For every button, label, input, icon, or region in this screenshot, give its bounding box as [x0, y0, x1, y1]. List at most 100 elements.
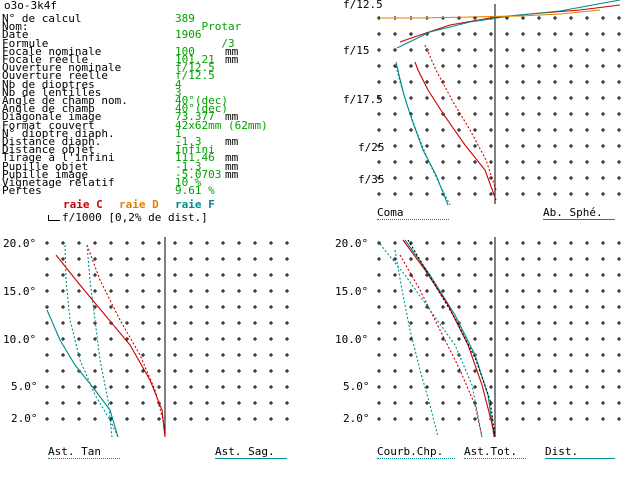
tr-grid-tick — [441, 64, 445, 68]
bl-grid-tick — [93, 417, 97, 421]
bl-grid-tick — [93, 353, 97, 357]
param-label: Diagonale image — [2, 110, 102, 124]
bl-grid-tick — [285, 353, 289, 357]
tr-grid-tick — [409, 32, 413, 36]
tr-grid-tick — [473, 96, 477, 100]
bl-grid-tick — [269, 305, 273, 309]
tr-grid-tick — [569, 176, 573, 180]
br-grid-tick — [505, 289, 509, 293]
param-label: Focale nominale — [2, 44, 102, 58]
bl-grid-tick — [237, 385, 241, 389]
tr-grid-tick — [601, 48, 605, 52]
tr-grid-tick — [409, 64, 413, 68]
br-grid-tick — [585, 417, 589, 421]
tr-grid-tick — [537, 64, 541, 68]
br-grid-tick — [553, 273, 557, 277]
tr-grid-tick — [601, 112, 605, 116]
br-grid-tick — [377, 273, 381, 277]
br-grid-tick — [489, 321, 493, 325]
bl-grid-tick — [237, 417, 241, 421]
tr-grid-tick — [521, 64, 525, 68]
tr-grid-tick — [441, 176, 445, 180]
tr-grid-tick — [537, 48, 541, 52]
bl-grid-tick — [141, 417, 145, 421]
bl-grid-tick — [189, 273, 193, 277]
br-grid-tick — [489, 385, 493, 389]
tr-grid-tick — [553, 96, 557, 100]
tr-grid-tick — [617, 80, 621, 84]
bl-grid-tick — [93, 289, 97, 293]
param-label: Focale réelle — [2, 53, 89, 66]
bl-grid-tick — [157, 241, 161, 245]
tr-grid-tick — [425, 80, 429, 84]
br-grid-tick — [553, 417, 557, 421]
br-ylabel-2: 10.0° — [335, 333, 369, 346]
param-row: Ouverture réelle f/12.5 — [2, 69, 252, 83]
bl-grid-tick — [45, 257, 49, 261]
param-label: Pupille image — [2, 167, 89, 181]
bl-grid-tick — [285, 305, 289, 309]
param-value: -5.0703 — [175, 167, 222, 181]
br-grid-tick — [553, 401, 557, 405]
bl-grid-tick — [173, 273, 177, 277]
br-grid-tick — [617, 337, 621, 341]
tr-grid-tick — [393, 48, 397, 52]
br-grid-tick — [409, 305, 413, 309]
tr-grid-tick — [393, 192, 397, 196]
br-grid-tick — [377, 417, 381, 421]
bl-grid-tick — [221, 337, 225, 341]
param-row: Focale nominale 100 mm — [2, 44, 252, 58]
tr-grid-tick — [473, 112, 477, 116]
tr-grid-tick — [521, 16, 525, 20]
bl-grid-tick — [45, 369, 49, 373]
br-grid-tick — [537, 337, 541, 341]
tr-top-c — [399, 4, 621, 43]
br-grid-tick — [617, 385, 621, 389]
br-grid-tick — [409, 321, 413, 325]
bl-ast-f-dashed — [64, 244, 119, 438]
br-grid-tick — [537, 353, 541, 357]
bl-grid-tick — [173, 321, 177, 325]
tr-grid-tick — [393, 176, 397, 180]
br-grid-tick — [377, 353, 381, 357]
bl-grid-tick — [237, 337, 241, 341]
br-grid-tick — [553, 241, 557, 245]
param-label: Ouverture réelle — [2, 69, 108, 83]
bl-grid-tick — [157, 417, 161, 421]
br-grid-tick — [457, 305, 461, 309]
br-grid-tick — [505, 337, 509, 341]
bl-grid-tick — [205, 289, 209, 293]
bl-grid-tick — [125, 257, 129, 261]
param-row: Pupille image -5.0703 mm — [2, 167, 252, 181]
bl-grid-tick — [285, 385, 289, 389]
tr-grid-tick — [505, 192, 509, 196]
param-value: 101.21 — [175, 53, 215, 66]
bl-grid-tick — [269, 337, 273, 341]
br-grid-tick — [617, 417, 621, 421]
br-grid-tick — [585, 337, 589, 341]
tr-grid-tick — [569, 128, 573, 132]
tr-grid-tick — [441, 128, 445, 132]
br-grid-tick — [489, 337, 493, 341]
br-f-dashed-2 — [379, 243, 483, 438]
bl-grid-tick — [285, 401, 289, 405]
br-grid-tick — [473, 337, 477, 341]
tr-grid-tick — [537, 128, 541, 132]
bl-grid-tick — [173, 337, 177, 341]
param-value: Infini — [175, 143, 215, 157]
bl-grid-tick — [189, 289, 193, 293]
br-grid-tick — [569, 369, 573, 373]
tr-grid-tick — [505, 96, 509, 100]
param-row: Distance objet Infini — [2, 143, 252, 157]
br-ylabel-4: 2.0° — [343, 412, 370, 425]
tr-grid-tick — [409, 96, 413, 100]
tr-grid-tick — [505, 64, 509, 68]
bl-grid-tick — [157, 369, 161, 373]
br-grid-tick — [521, 257, 525, 261]
br-grid-tick — [489, 353, 493, 357]
tr-grid-tick — [393, 160, 397, 164]
bl-grid-tick — [253, 321, 257, 325]
window-title: o3o-3k4f — [4, 0, 57, 12]
tr-grid-tick — [457, 48, 461, 52]
tr-grid-tick — [553, 64, 557, 68]
